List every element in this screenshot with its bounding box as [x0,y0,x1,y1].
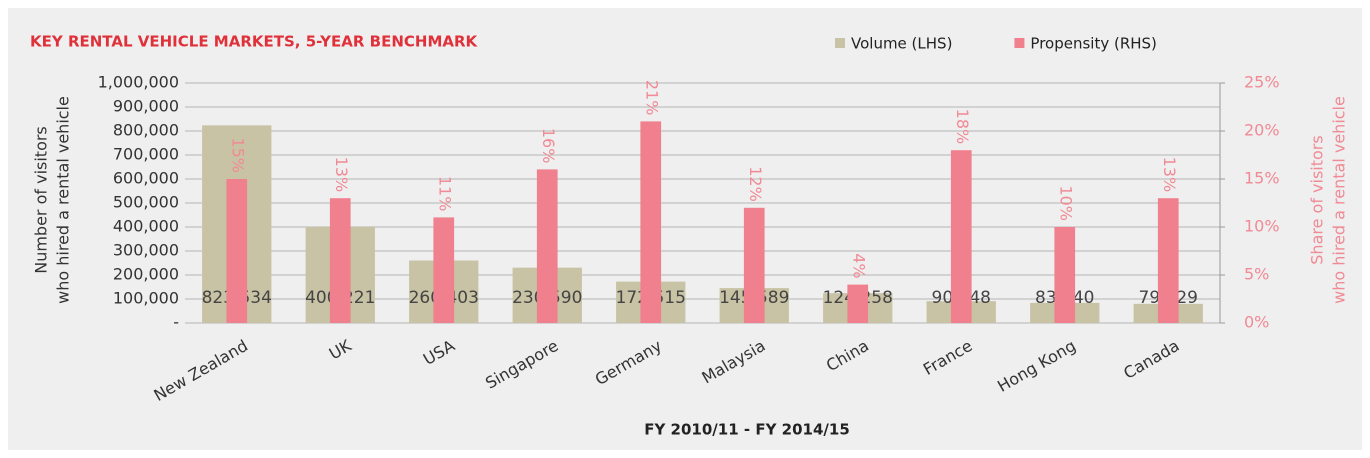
bar [1157,198,1179,323]
bar [847,284,869,323]
y-axis-title: Number of visitors who hired a rental ve… [32,96,73,304]
legend-swatch [835,38,845,48]
y2-tick-label: 10% [1244,217,1280,236]
bar [536,169,558,323]
bar [226,179,248,323]
y-tick-label: 1,000,000 [98,73,179,92]
legend-swatch [1014,38,1025,48]
data-label-group: 18% [953,109,972,145]
data-label-group: 21% [642,80,661,116]
data-label-group: 4% [849,253,868,278]
y2-tick-label: 5% [1244,265,1269,284]
data-label: 12% [746,166,765,202]
data-label-group: 13% [332,157,351,193]
y2-tick-label: 25% [1244,73,1280,92]
x-axis-title: FY 2010/11 - FY 2014/15 [644,421,850,439]
data-label-group: 13% [1160,157,1179,193]
data-label: 21% [642,80,661,116]
data-label: 10% [1056,185,1075,221]
y2-axis-title-line: Share of visitors [1308,135,1327,264]
chart-title: KEY RENTAL VEHICLE MARKETS, 5-YEAR BENCH… [30,33,479,51]
y2-tick-label: 20% [1244,121,1280,140]
data-label: 15% [228,137,247,173]
bar [433,217,455,323]
data-label: 11% [435,176,454,212]
y-tick-label: 100,000 [113,289,179,308]
y-tick-label: 300,000 [113,241,179,260]
data-label: 13% [332,157,351,193]
y-tick-label: 200,000 [113,265,179,284]
legend-label: Propensity (RHS) [1030,35,1157,53]
y2-axis-title-line: who hired a rental vehicle [1330,96,1349,304]
bar [950,150,972,323]
y-tick-label: 900,000 [113,97,179,116]
y2-axis-title: Share of visitors who hired a rental veh… [1308,96,1349,304]
data-label-group: 15% [228,137,247,173]
data-label: 13% [1160,157,1179,193]
y2-tick-label: 15% [1244,169,1280,188]
data-label: 4% [849,253,868,278]
y-tick-label: 500,000 [113,193,179,212]
y2-tick-label: 0% [1244,313,1269,332]
bar [329,198,351,323]
data-label-group: 10% [1056,185,1075,221]
data-label-group: 16% [539,128,558,164]
y-axis-title-line: Number of visitors [32,126,51,274]
legend-label: Volume (LHS) [851,35,952,53]
data-label: 16% [539,128,558,164]
y-tick-label: - [173,313,179,332]
data-label-group: 12% [746,166,765,202]
data-label: 18% [953,109,972,145]
bar [743,207,765,323]
y-tick-label: 700,000 [113,145,179,164]
data-label-group: 11% [435,176,454,212]
y-tick-label: 600,000 [113,169,179,188]
y-axis-title-line: who hired a rental vehicle [54,96,73,304]
y-tick-label: 400,000 [113,217,179,236]
y-tick-label: 800,000 [113,121,179,140]
bar [640,121,662,324]
bar [1054,227,1076,323]
